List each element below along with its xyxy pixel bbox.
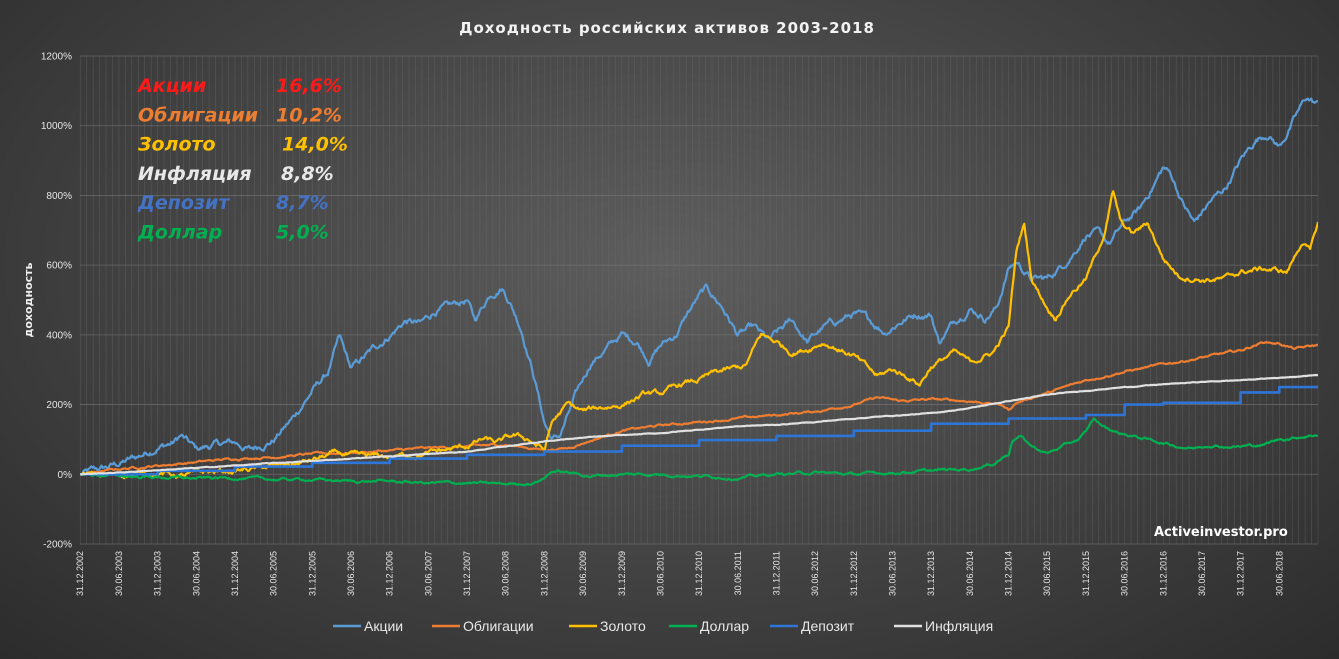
- annotation-name: Золото: [137, 134, 216, 156]
- x-tick-label: 30.06.2018: [1274, 551, 1284, 596]
- annotation-name: Облигации: [138, 104, 258, 126]
- legend-label: Инфляция: [925, 618, 993, 634]
- legend-label: Доллар: [700, 618, 749, 634]
- legend-label: Депозит: [801, 618, 855, 634]
- annotation-value: 16,6%: [276, 75, 342, 97]
- annotation-name: Акции: [136, 75, 206, 97]
- watermark: Activeinvestor.pro: [1154, 525, 1288, 540]
- series-line: [80, 385, 1318, 476]
- x-tick-label: 30.06.2004: [191, 551, 201, 596]
- x-tick-label: 30.06.2007: [423, 551, 433, 596]
- y-tick-label: 1200%: [41, 52, 72, 63]
- annotation-value: 8,7%: [276, 192, 329, 214]
- x-tick-label: 31.12.2002: [75, 551, 85, 596]
- legend-label: Облигации: [463, 618, 534, 634]
- annotation-name: Инфляция: [138, 163, 252, 185]
- x-tick-label: 31.12.2005: [307, 551, 317, 596]
- annotation-value: 14,0%: [282, 134, 348, 156]
- x-tick-label: 30.06.2012: [810, 551, 820, 596]
- x-tick-label: 31.12.2017: [1236, 551, 1246, 596]
- return-annotations: Акции 16,6% Облигации 10,2% Золото 14,0% Инфля…: [136, 75, 348, 244]
- x-tick-label: 30.06.2006: [346, 551, 356, 596]
- y-tick-label: 400%: [46, 330, 72, 341]
- annotation-name: Депозит: [137, 192, 230, 214]
- x-tick-label: 30.06.2017: [1197, 551, 1207, 596]
- series-line: [80, 190, 1318, 480]
- legend-label: Золото: [600, 618, 646, 634]
- legend-label: Акции: [364, 618, 403, 634]
- x-tick-label: 31.12.2009: [617, 551, 627, 596]
- series-line: [80, 97, 1318, 476]
- x-tick-label: 31.12.2014: [1004, 551, 1014, 596]
- chart-title: Доходность российских активов 2003-2018: [459, 19, 875, 37]
- x-tick-label: 30.06.2008: [501, 551, 511, 596]
- x-tick-label: 31.12.2016: [1158, 551, 1168, 596]
- y-tick-label: 600%: [46, 261, 72, 272]
- annotation-name: Доллар: [137, 222, 222, 244]
- x-tick-label: 30.06.2015: [1042, 551, 1052, 596]
- x-tick-label: 30.06.2009: [578, 551, 588, 596]
- y-tick-label: 800%: [46, 191, 72, 202]
- y-axis-label: доходность: [22, 262, 35, 337]
- x-tick-label: 30.06.2016: [1120, 551, 1130, 596]
- x-tick-label: 30.06.2013: [888, 551, 898, 596]
- annotation-value: 5,0%: [276, 222, 329, 244]
- plot-area: [80, 97, 1318, 487]
- annotation-value: 8,8%: [281, 163, 334, 185]
- y-tick-label: 0%: [58, 470, 73, 481]
- x-tick-labels: 31.12.2002 30.06.2003 31.12.2003 30.06.2004…: [75, 551, 1284, 596]
- x-tick-label: 30.06.2003: [114, 551, 124, 596]
- x-tick-label: 31.12.2004: [230, 551, 240, 596]
- x-tick-label: 31.12.2011: [771, 551, 781, 595]
- x-tick-label: 31.12.2008: [539, 551, 549, 596]
- x-tick-label: 30.06.2010: [655, 551, 665, 596]
- x-tick-label: 31.12.2007: [462, 551, 472, 596]
- annotation-value: 10,2%: [276, 104, 342, 126]
- x-tick-label: 31.12.2015: [1081, 551, 1091, 596]
- x-tick-label: 31.12.2006: [385, 551, 395, 596]
- series-line: [80, 373, 1318, 476]
- grid: [79, 55, 1319, 545]
- series-line: [80, 417, 1318, 487]
- x-tick-label: 30.06.2011: [733, 551, 743, 595]
- x-tick-label: 31.12.2013: [926, 551, 936, 596]
- y-tick-label: 200%: [46, 400, 72, 411]
- x-tick-label: 31.12.2003: [153, 551, 163, 596]
- y-tick-label: -200%: [43, 540, 72, 551]
- y-tick-labels: -200% 0% 200% 400% 600% 800% 1000% 1200%: [41, 52, 72, 551]
- y-tick-label: 1000%: [41, 121, 72, 132]
- series-line: [80, 340, 1318, 476]
- x-tick-label: 31.12.2012: [849, 551, 859, 596]
- legend: Акции Облигации Золото Доллар Депозит Инфляци…: [333, 618, 993, 634]
- x-tick-label: 31.12.2010: [694, 551, 704, 596]
- x-tick-label: 30.06.2005: [269, 551, 279, 596]
- x-tick-label: 30.06.2014: [965, 551, 975, 596]
